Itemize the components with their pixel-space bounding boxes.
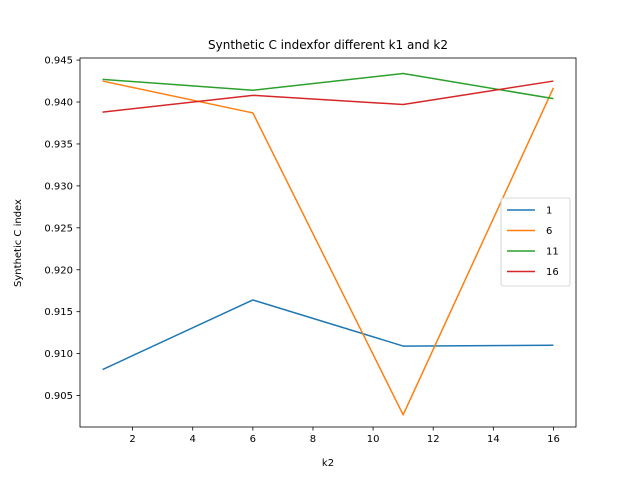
series-line-6 (102, 80, 555, 416)
x-tick-label: 16 (547, 434, 560, 445)
y-tick-label: 0.930 (44, 181, 73, 192)
x-tick-label: 12 (427, 434, 440, 445)
x-axis-ticks: 2 4 6 8 10 12 14 16 (129, 427, 560, 445)
y-tick-label: 0.940 (44, 98, 73, 109)
x-tick-label: 14 (487, 434, 500, 445)
legend-label-1: 1 (546, 206, 552, 217)
y-axis-label: Synthetic C index (13, 199, 24, 287)
x-tick-label: 6 (250, 434, 256, 445)
series-line-1 (102, 299, 554, 371)
legend-label-16: 16 (546, 267, 559, 278)
y-tick-label: 0.935 (44, 139, 73, 150)
y-tick-label: 0.925 (44, 223, 73, 234)
chart-title: Synthetic C indexfor different k1 and k2 (208, 38, 448, 52)
x-tick-label: 2 (129, 434, 135, 445)
x-tick-label: 10 (367, 434, 380, 445)
y-tick-label: 0.910 (44, 349, 73, 360)
x-tick-label: 4 (190, 434, 196, 445)
legend-label-6: 6 (546, 226, 552, 237)
x-axis-label: k2 (322, 458, 334, 469)
y-tick-label: 0.945 (44, 56, 73, 67)
y-axis-ticks: 0.905 0.910 0.915 0.920 0.925 0.930 0.935 0.940… (44, 56, 80, 402)
series-line-16 (102, 80, 554, 113)
plot-lines (102, 72, 555, 416)
y-tick-label: 0.915 (44, 307, 73, 318)
y-tick-label: 0.920 (44, 265, 73, 276)
y-tick-label: 0.905 (44, 391, 73, 402)
legend-box (500, 197, 571, 287)
series-line-11 (102, 72, 554, 100)
plot-frame (79, 57, 577, 428)
legend-label-11: 11 (546, 247, 559, 258)
x-tick-label: 8 (310, 434, 316, 445)
